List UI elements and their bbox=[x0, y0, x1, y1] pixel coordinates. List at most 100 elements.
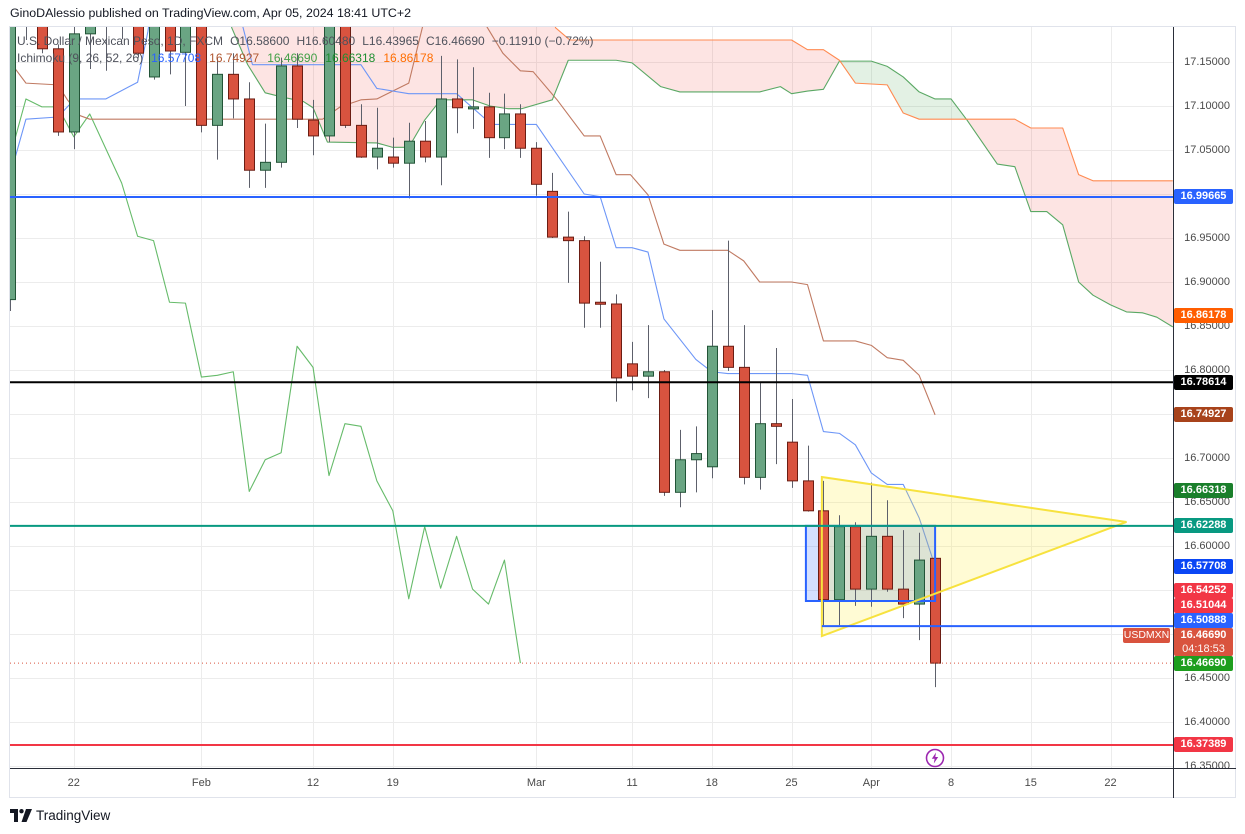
candle bbox=[244, 82, 255, 188]
candle bbox=[484, 92, 495, 158]
symbol-title[interactable]: U.S. Dollar / Mexican Peso, 1D, FXCM bbox=[17, 34, 224, 48]
ichimoku-lagging-span bbox=[10, 98, 521, 664]
time-tick-label: 22 bbox=[1104, 777, 1117, 789]
price-label-value: 16.51044 bbox=[1180, 598, 1227, 611]
price-tick-label: 16.45000 bbox=[1184, 672, 1230, 684]
conversion-line-value: 16.57708 bbox=[151, 51, 202, 65]
candle bbox=[404, 122, 415, 199]
candle bbox=[10, 27, 16, 312]
candle bbox=[882, 500, 893, 592]
price-label: 16.46690 04:18:53 bbox=[1174, 627, 1233, 656]
cloud-layer bbox=[231, 27, 1173, 327]
price-label: 16.57708 bbox=[1174, 558, 1233, 574]
candle bbox=[388, 137, 399, 168]
candle bbox=[292, 53, 303, 128]
price-label-value: 16.50888 bbox=[1180, 613, 1227, 626]
price-label-value: 16.99665 bbox=[1180, 190, 1227, 203]
candle bbox=[755, 382, 766, 490]
high-value: H16.60480 bbox=[296, 33, 355, 50]
price-tick-label: 16.40000 bbox=[1184, 716, 1230, 728]
high-number: 16.60480 bbox=[305, 34, 356, 48]
indicator-legend-row: Ichimoku (9, 26, 52, 26) 16.57708 16.749… bbox=[17, 50, 594, 67]
candle bbox=[675, 429, 686, 508]
open-value: O16.58600 bbox=[230, 33, 289, 50]
high-label: H bbox=[296, 34, 306, 48]
candle bbox=[149, 27, 160, 80]
chart-frame bbox=[9, 26, 1236, 798]
price-label-value: 16.62288 bbox=[1180, 519, 1227, 532]
price-label: 16.86178 bbox=[1174, 308, 1233, 324]
open-number: 16.58600 bbox=[239, 34, 290, 48]
price-tick-label: 17.15000 bbox=[1184, 56, 1230, 68]
footer-brand[interactable]: TradingView bbox=[10, 808, 110, 823]
bullish-cloud bbox=[840, 61, 967, 120]
candles-layer bbox=[10, 27, 941, 688]
ichimoku-leading-span-a bbox=[231, 27, 1173, 328]
ichimoku-conversion-line bbox=[14, 27, 936, 567]
candle bbox=[611, 294, 622, 402]
price-label-value: 16.78614 bbox=[1180, 375, 1227, 388]
candle bbox=[324, 27, 335, 143]
time-tick-label: 25 bbox=[785, 777, 798, 789]
price-tick-label: 17.05000 bbox=[1184, 144, 1230, 156]
price-axis[interactable]: 17.1500017.1000017.0500017.0000016.95000… bbox=[1174, 27, 1236, 768]
candle bbox=[308, 99, 319, 156]
triangle-pattern[interactable] bbox=[820, 475, 1127, 638]
price-label-value: 16.46690 bbox=[1180, 628, 1227, 641]
price-tick-label: 16.35000 bbox=[1184, 760, 1230, 768]
candle bbox=[691, 426, 702, 493]
time-axis[interactable]: 22 Feb 12 19 Mar 11 18 25 Apr 8 15 22 bbox=[10, 769, 1173, 797]
price-tick-label: 16.65000 bbox=[1184, 496, 1230, 508]
price-label: 16.37389 bbox=[1174, 737, 1233, 753]
time-tick-label: 18 bbox=[705, 777, 718, 789]
time-tick-label: 12 bbox=[306, 777, 320, 789]
ichimoku-leading-span-b bbox=[554, 27, 1173, 182]
chart-legend: U.S. Dollar / Mexican Peso, 1D, FXCM O16… bbox=[17, 33, 594, 67]
symbol-legend-row: U.S. Dollar / Mexican Peso, 1D, FXCM O16… bbox=[17, 33, 594, 50]
price-label-value: 16.86178 bbox=[1180, 309, 1227, 322]
candle bbox=[165, 27, 176, 75]
lightning-icon[interactable] bbox=[925, 748, 945, 768]
candle bbox=[898, 530, 909, 619]
candle bbox=[803, 445, 814, 512]
candle bbox=[196, 27, 207, 133]
bar-countdown: 04:18:53 bbox=[1182, 642, 1225, 655]
candle bbox=[53, 44, 64, 136]
price-tick-label: 16.60000 bbox=[1184, 540, 1230, 552]
candle bbox=[340, 27, 351, 128]
candle bbox=[276, 57, 287, 168]
indicator-title[interactable]: Ichimoku (9, 26, 52, 26) bbox=[17, 51, 144, 65]
low-value: L16.43965 bbox=[362, 33, 419, 50]
candle bbox=[499, 93, 510, 150]
candle bbox=[563, 211, 574, 283]
price-label-value: 16.54252 bbox=[1180, 583, 1227, 596]
price-tick-label: 16.80000 bbox=[1184, 364, 1230, 376]
candle bbox=[436, 55, 447, 186]
low-label: L bbox=[362, 34, 369, 48]
leading-span-a-value: 16.66318 bbox=[325, 51, 376, 65]
candle bbox=[515, 104, 526, 158]
price-label: 16.50888 bbox=[1174, 612, 1233, 628]
plot-area[interactable] bbox=[0, 0, 1173, 768]
price-label: 16.99665 bbox=[1174, 189, 1233, 205]
bearish-cloud bbox=[231, 27, 841, 148]
price-tick-label: 16.70000 bbox=[1184, 452, 1230, 464]
time-tick-label: Apr bbox=[862, 777, 880, 789]
open-label: O bbox=[230, 34, 240, 48]
brand-name: TradingView bbox=[36, 808, 111, 823]
candle bbox=[595, 261, 606, 328]
candle bbox=[372, 107, 383, 170]
candle bbox=[37, 27, 48, 54]
candle bbox=[69, 27, 80, 150]
candle bbox=[707, 310, 718, 479]
candle bbox=[85, 27, 96, 70]
candle bbox=[228, 53, 239, 119]
price-label: 16.66318 bbox=[1174, 482, 1233, 498]
candle bbox=[260, 123, 271, 188]
candle bbox=[122, 27, 123, 40]
candle bbox=[643, 325, 654, 399]
price-label-value: 16.74927 bbox=[1180, 408, 1227, 421]
candle bbox=[468, 67, 479, 129]
price-label: 16.62288 bbox=[1174, 518, 1233, 534]
